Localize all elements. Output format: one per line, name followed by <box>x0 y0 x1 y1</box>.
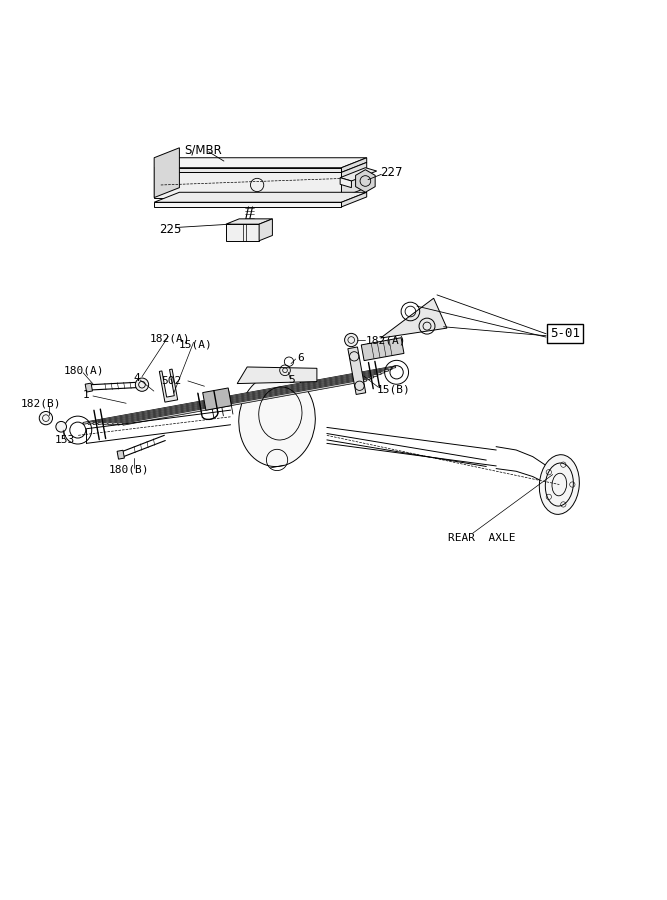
Polygon shape <box>154 148 179 198</box>
Polygon shape <box>113 376 374 425</box>
Ellipse shape <box>56 421 67 432</box>
Ellipse shape <box>345 333 358 346</box>
Polygon shape <box>237 367 317 383</box>
Polygon shape <box>93 369 388 425</box>
Text: 1: 1 <box>83 390 90 400</box>
Polygon shape <box>98 371 385 425</box>
Polygon shape <box>342 162 367 198</box>
Text: 182(A): 182(A) <box>150 334 190 344</box>
Polygon shape <box>259 219 272 241</box>
Polygon shape <box>342 158 367 173</box>
Ellipse shape <box>540 454 580 515</box>
Polygon shape <box>154 202 342 207</box>
Polygon shape <box>154 158 367 167</box>
Polygon shape <box>83 365 396 424</box>
Polygon shape <box>203 388 231 410</box>
Polygon shape <box>154 193 367 202</box>
Text: 225: 225 <box>159 223 182 236</box>
Text: 6: 6 <box>297 354 303 364</box>
Text: 182(B): 182(B) <box>21 399 61 409</box>
Text: 182(A): 182(A) <box>366 335 406 345</box>
Polygon shape <box>342 193 367 207</box>
Text: 15(A): 15(A) <box>179 339 213 349</box>
Text: 180(B): 180(B) <box>109 464 149 474</box>
Polygon shape <box>154 167 342 173</box>
Polygon shape <box>380 298 447 338</box>
Text: REAR  AXLE: REAR AXLE <box>448 533 515 543</box>
Text: 15(B): 15(B) <box>377 384 411 394</box>
Polygon shape <box>103 373 381 425</box>
Polygon shape <box>117 377 370 425</box>
Polygon shape <box>154 173 342 198</box>
Polygon shape <box>108 374 378 425</box>
Polygon shape <box>348 347 366 394</box>
Ellipse shape <box>239 374 315 466</box>
Ellipse shape <box>135 378 149 392</box>
Polygon shape <box>340 167 377 181</box>
Text: 4: 4 <box>134 373 141 382</box>
Ellipse shape <box>39 411 53 425</box>
Polygon shape <box>159 369 177 402</box>
Polygon shape <box>226 224 259 241</box>
Text: 5-01: 5-01 <box>550 328 580 340</box>
Polygon shape <box>123 379 367 426</box>
Polygon shape <box>226 219 272 224</box>
Text: 153: 153 <box>55 435 75 445</box>
Polygon shape <box>362 338 404 361</box>
Polygon shape <box>88 367 392 425</box>
Text: S/MBR: S/MBR <box>184 143 222 157</box>
Text: 502: 502 <box>161 376 181 386</box>
Polygon shape <box>117 450 124 459</box>
Text: 5: 5 <box>288 375 295 385</box>
Polygon shape <box>356 170 375 193</box>
Polygon shape <box>85 383 93 392</box>
Text: 180(A): 180(A) <box>63 365 104 376</box>
Text: 227: 227 <box>380 166 402 179</box>
Polygon shape <box>340 177 352 187</box>
